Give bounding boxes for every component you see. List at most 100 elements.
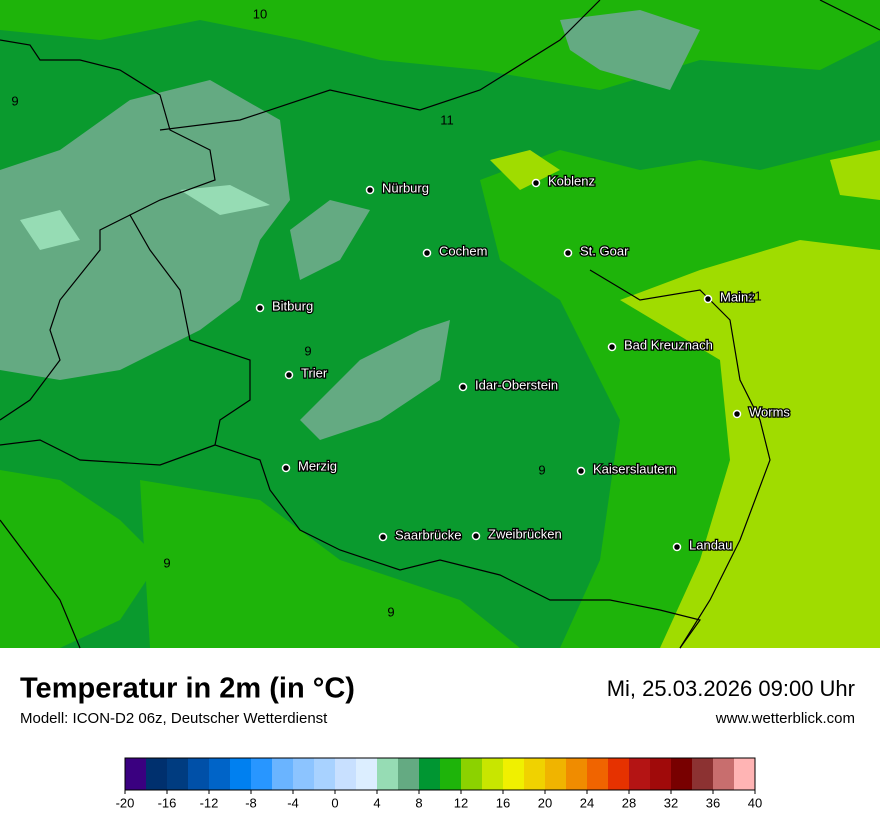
city-dot: [281, 463, 291, 473]
colorbar-tick-label: 24: [580, 795, 594, 810]
color-swatch: [251, 758, 273, 790]
city-label: Nürburg: [382, 180, 429, 195]
color-swatch: [545, 758, 567, 790]
color-swatch: [146, 758, 168, 790]
city-dot: [378, 532, 388, 542]
color-swatch: [650, 758, 672, 790]
color-swatch: [419, 758, 441, 790]
area-cool: [0, 80, 290, 380]
area-cool: [290, 200, 370, 280]
city-dot: [607, 342, 617, 352]
color-swatch: [566, 758, 588, 790]
city-label: Landau: [689, 537, 732, 552]
colorbar-frame: [124, 757, 756, 791]
city-label: Saarbrücke: [395, 527, 461, 542]
border-line: [0, 439, 216, 466]
color-swatch: [335, 758, 357, 790]
color-swatch: [713, 758, 735, 790]
color-swatch: [482, 758, 504, 790]
color-swatch: [608, 758, 630, 790]
colorbar-tick-label: -12: [200, 795, 219, 810]
area-coolest: [20, 210, 80, 250]
contour-label: 11: [748, 288, 762, 303]
city-label: Cochem: [439, 243, 487, 258]
color-swatch: [209, 758, 231, 790]
color-swatch: [524, 758, 546, 790]
colorbar-tick-label: 8: [415, 795, 422, 810]
colorbar-tick-label: 16: [496, 795, 510, 810]
city-dot: [531, 178, 541, 188]
color-swatch: [230, 758, 252, 790]
contour-label: 9: [304, 343, 311, 358]
color-swatch: [440, 758, 462, 790]
city-label: Worms: [749, 404, 790, 419]
color-swatch: [503, 758, 525, 790]
city-dot: [365, 185, 375, 195]
city-label: Trier: [301, 365, 328, 380]
city-dot: [732, 409, 742, 419]
border-line: [0, 39, 702, 649]
city-label: Bitburg: [272, 298, 313, 313]
color-swatch: [314, 758, 336, 790]
color-swatch: [398, 758, 420, 790]
color-swatch: [461, 758, 483, 790]
color-swatch: [356, 758, 378, 790]
city-dot: [563, 248, 573, 258]
contour-label: 11: [440, 112, 454, 127]
colorbar-tick-label: 32: [664, 795, 678, 810]
colorbar-tick-label: 36: [706, 795, 720, 810]
area-warm: [0, 470, 160, 648]
colorbar-tick-label: -8: [245, 795, 257, 810]
website: www.wetterblick.com: [715, 710, 855, 727]
map: [0, 0, 880, 649]
area-warmest: [490, 150, 560, 190]
city-dot: [422, 248, 432, 258]
contour-label: 10: [253, 6, 267, 21]
colorbar-tick-label: 4: [373, 795, 380, 810]
city-label: Bad Kreuznach: [624, 337, 713, 352]
colorbar-tick-label: 40: [748, 795, 762, 810]
contour-label: 9: [538, 462, 545, 477]
color-swatch: [692, 758, 714, 790]
colorbar-tick-label: 28: [622, 795, 636, 810]
border-line: [0, 214, 131, 421]
city-layer: Nürburg Koblenz Cochem St. Goar Mainz Bitburg…: [255, 172, 792, 554]
colorbar-tick-label: -16: [158, 795, 177, 810]
contour-label: 9: [163, 555, 170, 570]
datetime: Mi, 25.03.2026 09:00 Uhr: [607, 676, 855, 701]
area-cool: [560, 10, 700, 90]
city-dot: [703, 294, 713, 304]
color-swatch: [125, 758, 147, 790]
colorbar-tick-label: -20: [116, 795, 135, 810]
city-label: Kaiserslautern: [593, 461, 676, 476]
colorbar: -20 -16 -12 -8 -4 0 4 8 12 16 20 24 28 32 36 40: [116, 757, 762, 810]
contour-layer: 10 9 11 11 9 9 9 9: [11, 6, 761, 619]
color-swatch: [629, 758, 651, 790]
color-swatch: [167, 758, 189, 790]
border-line: [589, 269, 771, 649]
color-swatch: [377, 758, 399, 790]
colorbar-tick-label: 12: [454, 795, 468, 810]
color-swatch: [734, 758, 756, 790]
title: Temperatur in 2m (in °C): [20, 673, 355, 705]
city-dot: [284, 370, 294, 380]
city-label: Merzig: [298, 458, 337, 473]
area-cool: [300, 320, 450, 440]
city-label: Zweibrücken: [488, 526, 562, 541]
border-line: [159, 0, 601, 131]
area-warm: [140, 480, 520, 648]
color-swatch: [293, 758, 315, 790]
colorbar-tick-label: 20: [538, 795, 552, 810]
border-line: [0, 519, 81, 649]
model-info: Modell: ICON-D2 06z, Deutscher Wetterdie…: [20, 710, 328, 727]
area-coolest: [180, 185, 270, 215]
colorbar-tick-label: -4: [287, 795, 299, 810]
color-swatch: [587, 758, 609, 790]
area-warmest: [830, 150, 880, 200]
color-swatch: [188, 758, 210, 790]
color-swatch: [671, 758, 693, 790]
contour-label: 9: [11, 93, 18, 108]
city-label: Koblenz: [548, 173, 595, 188]
